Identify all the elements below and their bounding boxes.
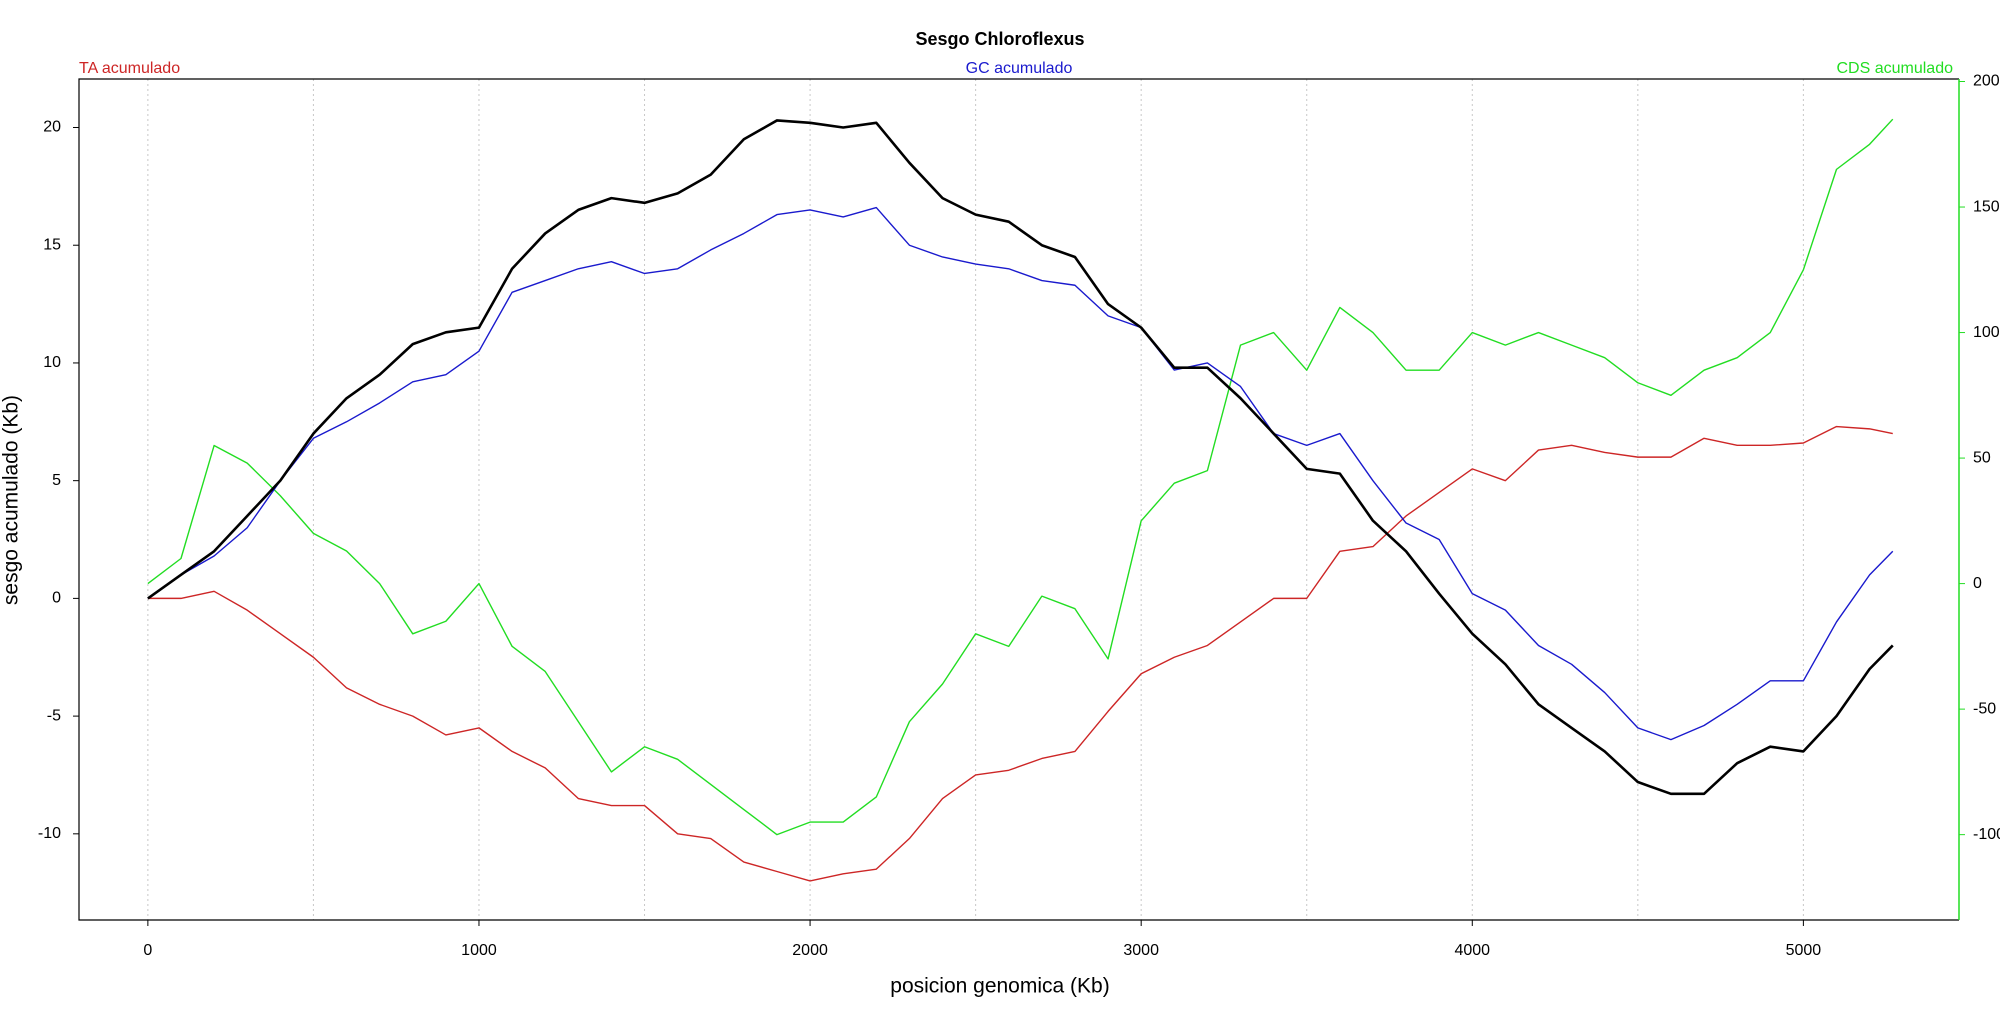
x-tick-label: 4000 — [1454, 942, 1490, 959]
y-tick-label: 10 — [43, 354, 61, 371]
y2-tick-label: 150 — [1973, 198, 2000, 215]
y2-tick-label: 200 — [1973, 73, 2000, 90]
x-axis-title: posicion genomica (Kb) — [890, 975, 1109, 998]
x-tick-label: 0 — [143, 942, 152, 959]
series-line — [147, 206, 1894, 741]
y2-tick-label: 100 — [1973, 324, 2000, 341]
y-tick-label: 20 — [43, 119, 61, 136]
legend-label: TA acumulado — [79, 60, 180, 77]
y-axis-title: sesgo acumulado (Kb) — [0, 395, 23, 605]
legend-label: GC acumulado — [966, 60, 1073, 77]
plot-frame — [78, 78, 1959, 921]
x-tick-label: 5000 — [1786, 942, 1822, 959]
y-tick-label: 5 — [52, 472, 61, 489]
y-tick-label: 0 — [52, 590, 61, 607]
chart-title: Sesgo Chloroflexus — [915, 29, 1084, 49]
y2-tick-label: -50 — [1973, 700, 1996, 717]
series-line — [147, 118, 1894, 836]
legend-label: CDS acumulado — [1837, 60, 1954, 77]
series-line — [147, 119, 1894, 796]
x-tick-label: 1000 — [461, 942, 497, 959]
y-tick-label: -10 — [38, 825, 61, 842]
y2-tick-label: -100 — [1973, 826, 2000, 843]
series-line — [147, 425, 1893, 882]
y2-tick-label: 0 — [1973, 575, 1982, 592]
x-tick-label: 3000 — [1123, 942, 1159, 959]
x-tick-label: 2000 — [792, 942, 828, 959]
y-tick-label: -5 — [47, 707, 61, 724]
y2-tick-label: 50 — [1973, 449, 1991, 466]
y-tick-label: 15 — [43, 236, 61, 253]
